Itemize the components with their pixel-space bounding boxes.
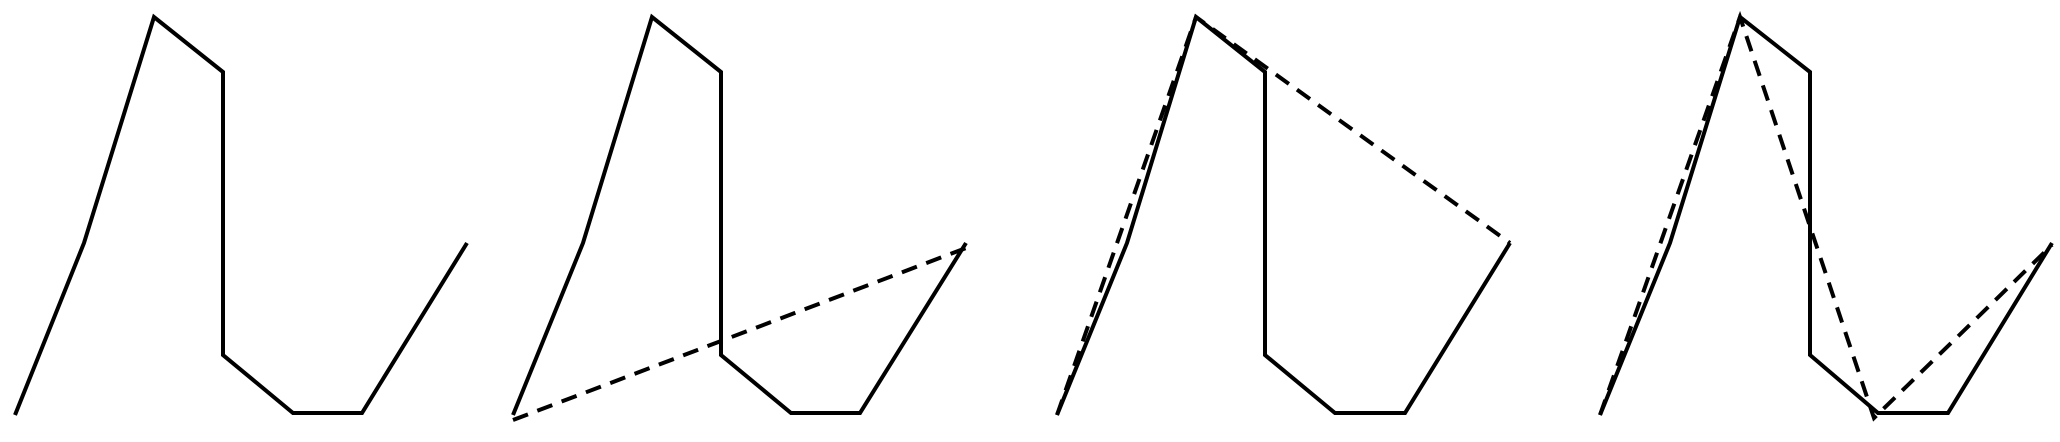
panel-4-polyline (1598, 13, 2054, 416)
panel-2-polyline (511, 13, 968, 416)
panel-3-dashed-segments (1055, 13, 1512, 416)
panel-4-dashed-segments (1598, 10, 2054, 422)
panel-4 (1598, 10, 2054, 422)
panel-2-dashed-segment (512, 246, 967, 422)
panel-3-polyline (1055, 13, 1512, 416)
panel-1 (13, 13, 469, 416)
panel-2 (511, 13, 968, 422)
panel-3 (1055, 13, 1512, 416)
panel-1-polyline (13, 13, 469, 416)
